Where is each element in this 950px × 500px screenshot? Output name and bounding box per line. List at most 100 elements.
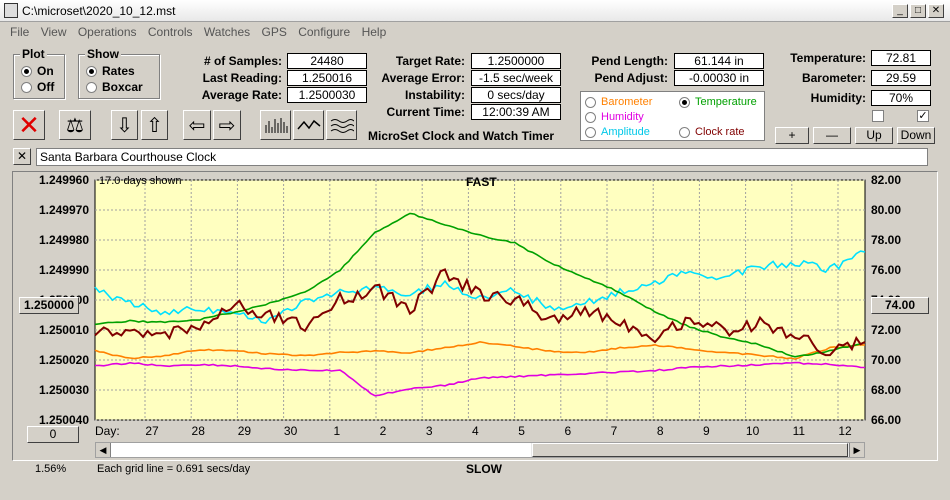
- left-axis-center-button[interactable]: 1.250000: [19, 297, 79, 314]
- average-rate-label: Average Rate:: [201, 88, 282, 102]
- maximize-icon[interactable]: □: [910, 4, 926, 18]
- left-tick-label: 1.250030: [39, 383, 89, 397]
- close-clock-button[interactable]: ✕: [13, 148, 31, 165]
- menu-view[interactable]: View: [40, 25, 67, 39]
- down-arrow-button[interactable]: ⇩: [111, 110, 138, 140]
- arrow-up-icon: ⇧: [146, 114, 163, 137]
- menu-operations[interactable]: Operations: [77, 25, 137, 39]
- overlay-options: Barometer Temperature Humidity Amplitude…: [580, 91, 765, 141]
- up-button[interactable]: Up: [855, 127, 893, 144]
- wave-button[interactable]: [326, 110, 357, 140]
- scroll-left-icon[interactable]: ◀: [96, 443, 111, 457]
- app-caption: MicroSet Clock and Watch Timer: [368, 129, 555, 143]
- menu-watches[interactable]: Watches: [203, 25, 251, 39]
- humidity-field: 70%: [871, 90, 931, 106]
- percent-label: 1.56%: [35, 463, 67, 475]
- clock-name-field[interactable]: Santa Barbara Courthouse Clock: [36, 148, 928, 166]
- balance-button[interactable]: ⚖: [59, 110, 91, 140]
- histogram-button[interactable]: [260, 110, 291, 140]
- day-tick-label: 27: [145, 424, 159, 438]
- humidity-option-label: Humidity: [601, 111, 644, 123]
- up-arrow-button[interactable]: ⇧: [141, 110, 168, 140]
- clear-button[interactable]: ✕: [13, 110, 45, 140]
- left-tick-label: 1.250010: [39, 323, 89, 337]
- plot-off-radio[interactable]: Off: [21, 80, 54, 94]
- temperature-label: Temperature:: [790, 51, 866, 65]
- menu-controls[interactable]: Controls: [147, 25, 193, 39]
- plot-on-radio[interactable]: On: [21, 64, 54, 78]
- checkbox-left[interactable]: [872, 110, 884, 122]
- show-boxcar-label: Boxcar: [102, 80, 143, 94]
- samples-label: # of Samples:: [203, 54, 282, 68]
- scroll-track[interactable]: [111, 443, 531, 457]
- menu-file[interactable]: File: [10, 25, 30, 39]
- radio-selected-icon: [86, 65, 97, 77]
- barometer-field: 29.59: [871, 70, 931, 86]
- line-graph-icon: [296, 119, 320, 130]
- day-tick-label: 2: [380, 424, 387, 438]
- menu-gps[interactable]: GPS: [261, 25, 287, 39]
- show-rates-radio[interactable]: Rates: [86, 64, 135, 78]
- line-graph-button[interactable]: [293, 110, 324, 140]
- day-tick-label: 7: [611, 424, 618, 438]
- grid-note: Each grid line = 0.691 secs/day: [97, 463, 251, 475]
- grid-lines: [95, 179, 865, 421]
- menu-help[interactable]: Help: [361, 25, 387, 39]
- clock-rate-option[interactable]: Clock rate: [679, 126, 745, 138]
- red-x-icon: ✕: [18, 109, 40, 140]
- day-tick-label: 29: [238, 424, 252, 438]
- day-tick-label: 11: [793, 424, 806, 438]
- left-tick-label: 1.249980: [39, 233, 89, 247]
- day-tick-label: 4: [472, 424, 479, 438]
- left-tick-label: 1.250020: [39, 353, 89, 367]
- minimize-icon[interactable]: _: [892, 4, 908, 18]
- temperature-option[interactable]: Temperature: [679, 96, 757, 108]
- temperature-option-label: Temperature: [695, 96, 757, 108]
- right-tick-label: 66.00: [871, 413, 901, 427]
- average-error-label: Average Error:: [381, 71, 465, 85]
- radio-icon: [21, 81, 32, 93]
- menu-configure[interactable]: Configure: [298, 25, 351, 39]
- pend-adjust-field: -0.00030 in: [674, 70, 764, 86]
- barometer-option[interactable]: Barometer: [585, 96, 652, 108]
- instability-label: Instability:: [404, 88, 465, 102]
- humidity-series-line: [94, 361, 866, 397]
- right-arrow-button[interactable]: ⇨: [213, 110, 241, 140]
- close-icon[interactable]: ✕: [928, 4, 944, 18]
- right-tick-label: 78.00: [871, 233, 901, 247]
- day-tick-label: 5: [518, 424, 525, 438]
- amplitude-option[interactable]: Amplitude: [585, 126, 650, 138]
- barometer-label: Barometer:: [801, 71, 866, 85]
- last-reading-field: 1.250016: [287, 70, 367, 86]
- instability-field: 0 secs/day: [471, 87, 561, 103]
- left-tick-label: 1.249960: [39, 173, 89, 187]
- amplitude-series-line: [94, 250, 866, 324]
- scroll-thumb[interactable]: [532, 443, 848, 457]
- app-icon[interactable]: [4, 3, 18, 18]
- temperature-series-line: [94, 212, 866, 358]
- humidity-option[interactable]: Humidity: [585, 111, 644, 123]
- scroll-right-icon[interactable]: ▶: [849, 443, 864, 457]
- amplitude-option-label: Amplitude: [601, 126, 650, 138]
- day-tick-label: 8: [657, 424, 664, 438]
- right-axis-center-button[interactable]: 74.00: [871, 297, 929, 314]
- down-button[interactable]: Down: [897, 127, 935, 144]
- fast-label: FAST: [466, 175, 497, 189]
- right-tick-label: 70.00: [871, 353, 901, 367]
- checkbox-right[interactable]: ✓: [917, 110, 929, 122]
- title-bar: C:\microset\2020_10_12.mst _ □ ✕: [0, 0, 950, 22]
- plus-button[interactable]: +: [775, 127, 809, 144]
- day-tick-label: 30: [284, 424, 298, 438]
- show-boxcar-radio[interactable]: Boxcar: [86, 80, 143, 94]
- horizontal-scrollbar[interactable]: ◀ ▶: [95, 442, 865, 458]
- right-tick-label: 68.00: [871, 383, 901, 397]
- day-tick-label: 12: [838, 424, 852, 438]
- day-tick-label: 3: [426, 424, 433, 438]
- day-tick-label: 28: [192, 424, 206, 438]
- left-arrow-button[interactable]: ⇦: [183, 110, 211, 140]
- show-group: Show Rates Boxcar: [78, 47, 160, 99]
- zero-button[interactable]: 0: [27, 426, 79, 443]
- minus-button[interactable]: —: [813, 127, 851, 144]
- radio-selected-icon: [679, 96, 690, 108]
- target-rate-field: 1.2500000: [471, 53, 561, 69]
